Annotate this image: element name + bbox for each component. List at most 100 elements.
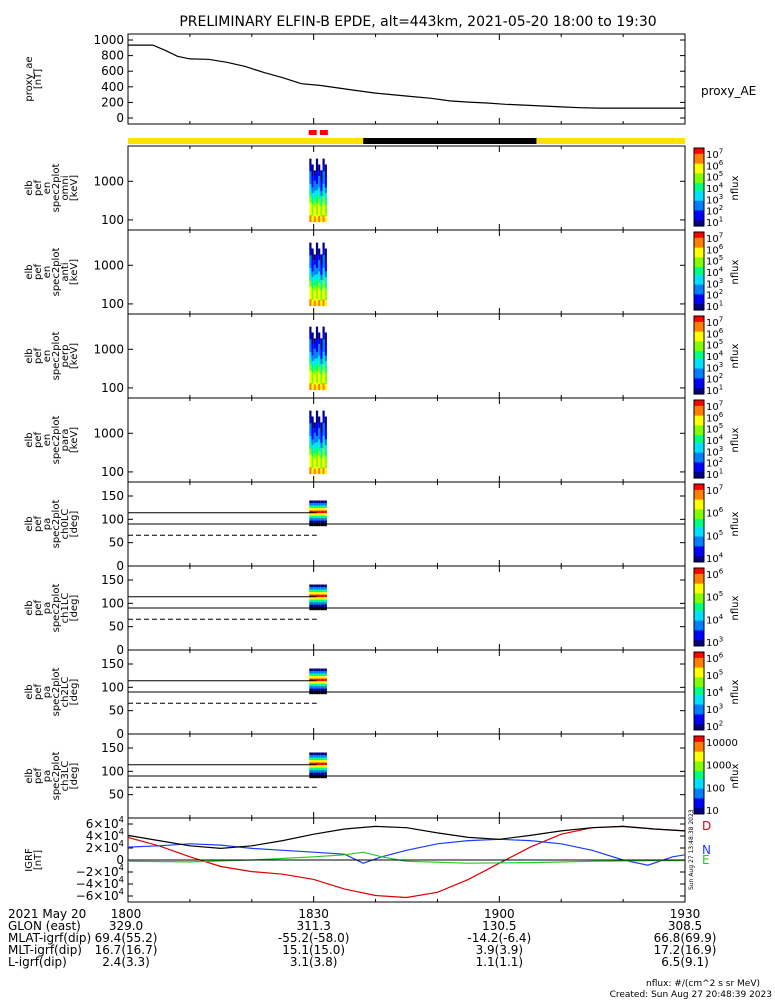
- heat-cell: [309, 286, 312, 294]
- heat-cell: [318, 765, 321, 769]
- colorbar-cell: [694, 292, 704, 295]
- heat-cell: [318, 259, 321, 267]
- colorbar-tick-label: 106: [706, 411, 724, 425]
- heat-cell: [322, 326, 325, 334]
- heat-cell: [320, 269, 323, 276]
- heat-cell: [324, 372, 327, 379]
- colorbar-cell: [694, 392, 704, 395]
- heat-cell: [315, 505, 319, 509]
- heat-cell: [315, 676, 319, 679]
- colorbar-cell: [694, 808, 704, 811]
- heat-cell: [311, 343, 314, 351]
- heat-cell: [320, 676, 323, 679]
- heat-cell: [313, 513, 316, 517]
- heat-cell: [309, 760, 312, 763]
- colorbar-cell: [694, 233, 704, 237]
- heat-cell: [311, 589, 314, 593]
- heat-cell: [313, 348, 316, 355]
- colorbar-cell: [694, 364, 704, 368]
- colorbar-cell: [694, 743, 704, 747]
- colorbar-cell: [694, 544, 704, 547]
- heat-cell: [309, 765, 312, 769]
- colorbar-cell: [694, 188, 704, 192]
- heat-cell: [320, 442, 323, 449]
- heat-cell: [318, 500, 321, 504]
- heat-cell: [318, 439, 321, 446]
- ylabel-pa_ch2-1: pef: [33, 684, 44, 701]
- colorbar-cell: [694, 278, 704, 282]
- ylabel-proxy_ae-0: proxy_ae: [24, 56, 35, 101]
- colorbar-cell: [694, 552, 704, 555]
- legend-E: E: [702, 853, 710, 867]
- heat-cell: [311, 604, 314, 608]
- heat-cell: [311, 372, 314, 379]
- colorbar-cell: [694, 413, 704, 417]
- heat-cell: [320, 353, 323, 360]
- heat-cell: [309, 164, 312, 172]
- heat-cell: [315, 183, 319, 191]
- heat-cell: [309, 602, 312, 606]
- heat-cell: [320, 597, 323, 601]
- heat-cell: [324, 248, 327, 255]
- colorbar-cell: [694, 261, 704, 264]
- colorbar-cell: [694, 708, 704, 711]
- colorbar-cell: [694, 247, 704, 251]
- heat-cell: [313, 523, 316, 527]
- ytick-label-proxy_ae: 400: [101, 80, 124, 94]
- ytick-label-pa_ch1: 0: [116, 643, 124, 657]
- heat-cell: [324, 294, 327, 301]
- colorbar-cell: [694, 698, 704, 702]
- heat-cell: [311, 383, 314, 391]
- colorbar-cell: [694, 794, 704, 797]
- colorbar-cell: [694, 487, 704, 491]
- ytick-label-igrf: −2×104: [76, 863, 124, 879]
- colorbar-tick-label: 105: [706, 254, 723, 268]
- heat-cell: [309, 351, 312, 359]
- heat-cell: [322, 671, 325, 674]
- colorbar-label: nflux: [730, 763, 741, 788]
- heat-cell: [318, 683, 321, 687]
- colorbar-cell: [694, 636, 704, 639]
- heat-cell: [309, 678, 312, 682]
- colorbar-cell: [694, 284, 704, 288]
- colorbar-tick-label: 105: [706, 590, 723, 604]
- heat-cell: [313, 755, 316, 758]
- colorbar-cell: [694, 204, 704, 208]
- colorbar-cell: [694, 519, 704, 522]
- colorbar-label: nflux: [730, 595, 741, 620]
- heat-cell: [324, 767, 327, 771]
- heat-cell: [311, 164, 314, 171]
- colorbar-cell: [694, 306, 704, 309]
- colorbar-cell: [694, 710, 704, 713]
- ylabel-pa_ch3-1: pef: [33, 768, 44, 785]
- heat-cell: [320, 290, 323, 296]
- heat-cell: [315, 760, 319, 763]
- colorbar-cell: [694, 454, 704, 458]
- ytick-label-pa_ch3: 150: [101, 741, 124, 755]
- colorbar-cell: [694, 525, 704, 528]
- colorbar-cell: [694, 786, 704, 790]
- heat-cell: [324, 338, 327, 345]
- heat-cell: [320, 369, 323, 375]
- ytick-label-igrf: 6×104: [86, 815, 124, 831]
- heat-cell: [320, 508, 323, 511]
- heat-cell: [318, 587, 321, 590]
- axis-row-value: 308.5: [668, 919, 702, 933]
- heat-cell: [320, 671, 323, 674]
- heat-cell: [318, 248, 321, 255]
- heat-cell: [313, 259, 316, 266]
- axis-row-value: 329.0: [109, 919, 143, 933]
- heat-cell: [313, 458, 316, 464]
- colorbar-tick-label: 103: [706, 277, 723, 291]
- heat-cell: [309, 429, 312, 437]
- heat-cell: [309, 293, 312, 300]
- heat-cell: [315, 171, 319, 178]
- panel-frame-en_para: [127, 397, 686, 483]
- heat-cell: [311, 678, 314, 682]
- colorbar-cell: [694, 806, 704, 809]
- colorbar-frame: [693, 651, 705, 731]
- colorbar-cell: [694, 417, 704, 421]
- colorbar-cell: [694, 612, 704, 616]
- heat-cell: [309, 461, 312, 468]
